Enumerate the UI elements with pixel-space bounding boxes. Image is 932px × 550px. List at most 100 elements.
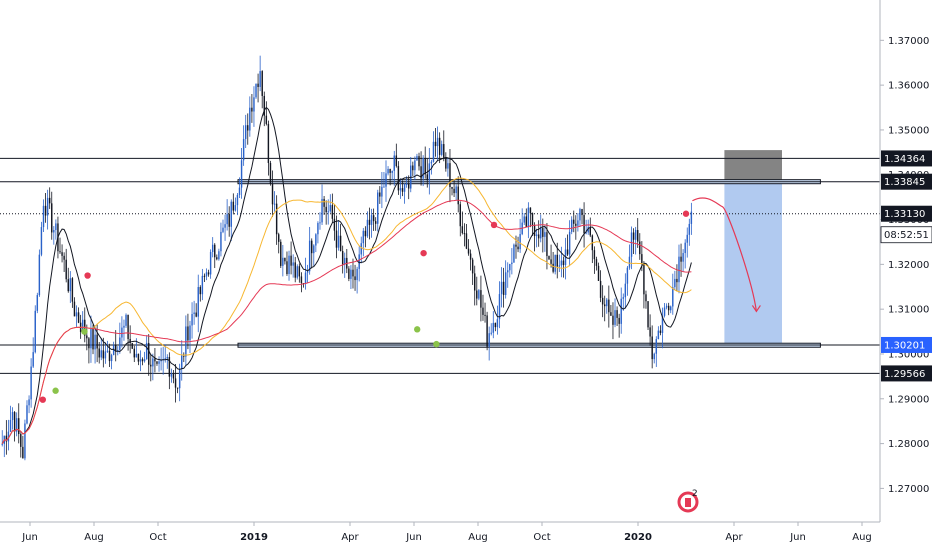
candle-body [573, 219, 575, 224]
candle-body [32, 352, 34, 367]
time-tick-label: Aug [852, 532, 872, 543]
candle-body [447, 163, 449, 169]
candle-body [197, 287, 199, 317]
candle-body [220, 231, 222, 252]
candle-body [55, 223, 57, 231]
candle-body [535, 234, 538, 237]
candle-body [601, 297, 604, 305]
candle-body [69, 278, 72, 292]
candle-body [135, 353, 138, 358]
candle-body [502, 281, 505, 295]
candle-body [581, 209, 583, 216]
candle-body [337, 235, 340, 248]
level-label-box [881, 150, 932, 167]
candle-body [513, 244, 515, 263]
candle-body [686, 234, 688, 243]
time-tick-label: Oct [149, 532, 166, 543]
candle-body [360, 243, 362, 255]
candle-body [199, 287, 202, 295]
candle-body [119, 337, 121, 351]
candle-body [143, 359, 146, 362]
time-tick-label: Aug [468, 532, 488, 543]
candle-body [234, 205, 237, 211]
candle-body [193, 312, 195, 315]
candle-body [205, 272, 208, 277]
level-label-box [881, 205, 932, 222]
price-axis[interactable]: 1.27000 1.28000 1.29000 1.30000 1.31000 1.320… [880, 36, 929, 495]
candle-body [325, 206, 327, 213]
candle-body [86, 335, 88, 339]
candle-body [18, 418, 20, 435]
candle-body [416, 156, 418, 161]
candle-body [28, 399, 30, 406]
candle-body [114, 345, 117, 352]
time-tick-label: Apr [341, 532, 359, 543]
candle-body [344, 257, 346, 265]
signal-dot [52, 387, 59, 394]
time-tick-label: 2019 [240, 532, 268, 543]
candle-body [323, 198, 325, 207]
candle-body [577, 220, 579, 226]
candle-body [637, 230, 639, 242]
candle-body [643, 263, 645, 295]
candle-body [478, 290, 480, 299]
candle-body [75, 312, 78, 317]
candle-body [620, 298, 622, 324]
candle-body [22, 446, 24, 459]
candle-body [98, 348, 100, 358]
candle-body [651, 336, 653, 360]
forecast-arrowhead [751, 305, 761, 313]
candle-body [131, 343, 133, 349]
candle-body [137, 353, 140, 362]
candle-body [65, 259, 67, 280]
candle-body [482, 307, 484, 315]
candle-body [492, 322, 495, 333]
candle-body [352, 269, 354, 277]
candle-body [170, 373, 173, 377]
candle-body [556, 254, 558, 267]
candle-body [244, 125, 247, 139]
candle-body [527, 207, 530, 228]
candle-body [632, 232, 635, 240]
forecast-arrow-layer [692, 197, 761, 313]
candle-body [34, 310, 36, 353]
candle-body [152, 358, 154, 367]
candle-body [377, 192, 379, 224]
time-axis[interactable]: Jun Aug Oct 2019 Apr Jun Aug Oct 2020 Apr Jun Aug [21, 522, 872, 543]
candle-body [277, 234, 280, 242]
candle-body [183, 355, 185, 357]
candle-body [639, 241, 641, 255]
candle-body [498, 294, 501, 320]
candle-body [292, 262, 294, 266]
candle-body [589, 226, 591, 236]
candle-body [181, 355, 183, 369]
candle-body [434, 141, 437, 147]
candle-body [242, 138, 245, 161]
candle-body [610, 312, 612, 316]
candle-body [319, 222, 321, 224]
candle-body [341, 251, 344, 265]
candle-body [507, 270, 509, 273]
time-tick-label: Jun [21, 532, 38, 543]
candle-body [407, 183, 410, 189]
candle-body [540, 227, 542, 239]
candle-body [455, 186, 457, 194]
candle-body [106, 350, 109, 352]
moving-averages-layer [1, 106, 692, 445]
candle-body [123, 325, 125, 328]
candle-body [230, 201, 232, 227]
candle-body [1, 443, 3, 445]
candle-body [348, 268, 350, 279]
candle-body [519, 234, 521, 250]
price-tick-label: 1.28000 [888, 439, 929, 450]
candle-body [525, 216, 528, 228]
candle-body [265, 115, 268, 124]
candle-body [674, 278, 676, 288]
candle-body [451, 186, 453, 189]
candle-body [490, 332, 492, 334]
candle-body [500, 281, 503, 295]
candle-body [474, 273, 476, 291]
candle-body [603, 304, 606, 307]
candle-body [453, 188, 455, 194]
